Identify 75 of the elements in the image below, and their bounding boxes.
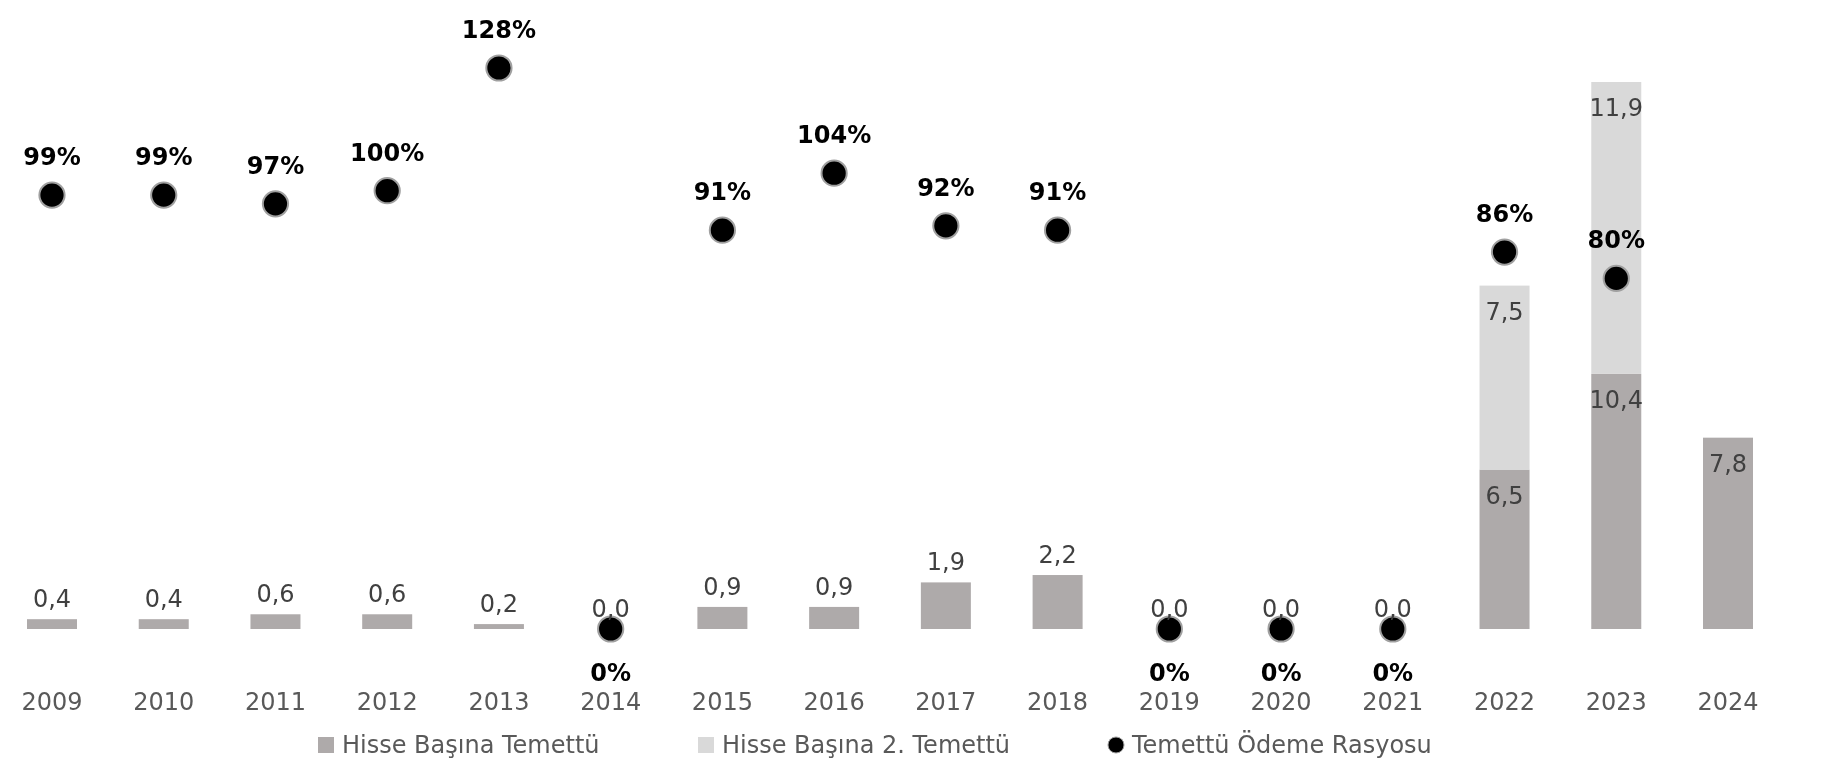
data-label: 80% xyxy=(1587,226,1645,255)
x-tick-label: 2010 xyxy=(133,688,195,716)
x-tick-label: 2020 xyxy=(1250,688,1312,716)
x-tick-label: 2013 xyxy=(468,688,530,716)
data-label: 128% xyxy=(461,16,537,44)
bar xyxy=(138,619,189,629)
data-label: 104% xyxy=(797,121,872,150)
data-label: 0,6 xyxy=(368,580,407,609)
legend-label: Temettü Ödeme Rasyosu xyxy=(1131,730,1432,759)
bar xyxy=(473,624,524,629)
data-label: 86% xyxy=(1475,200,1534,229)
legend-label: Hisse Başına 2. Temettü xyxy=(722,731,1011,759)
x-tick-label: 2024 xyxy=(1697,688,1759,716)
point xyxy=(485,54,513,82)
data-label: 0,0 xyxy=(1150,595,1189,623)
x-tick-label: 2018 xyxy=(1027,688,1089,716)
x-tick-label: 2015 xyxy=(691,688,753,716)
data-label: 0% xyxy=(1148,659,1190,687)
point xyxy=(932,212,960,240)
data-label: 0,0 xyxy=(1261,595,1301,623)
x-tick-label: 2021 xyxy=(1362,688,1424,716)
bar xyxy=(27,619,77,629)
data-label: 11,9 xyxy=(1589,94,1643,122)
x-tick-label: 2011 xyxy=(244,688,307,716)
x-tick-label: 2009 xyxy=(21,688,83,716)
data-label: 0% xyxy=(1372,659,1414,687)
point xyxy=(820,159,848,187)
x-tick-label: 2017 xyxy=(915,688,977,716)
data-label: 0% xyxy=(590,659,632,687)
data-label: 7,5 xyxy=(1485,297,1524,326)
point xyxy=(1490,238,1519,266)
point xyxy=(261,190,290,218)
data-label: 7,8 xyxy=(1708,449,1748,478)
x-tick-label: 2022 xyxy=(1473,688,1536,716)
x-tick-label: 2019 xyxy=(1138,688,1200,716)
data-label: 100% xyxy=(350,138,425,167)
x-tick-label: 2016 xyxy=(803,688,865,716)
bar xyxy=(697,606,748,629)
bar xyxy=(1479,285,1530,470)
point xyxy=(150,181,178,209)
data-label: 2,2 xyxy=(1038,541,1077,570)
bar xyxy=(920,582,971,629)
data-label: 0,2 xyxy=(479,590,519,619)
point xyxy=(1043,216,1072,244)
bar xyxy=(250,614,301,629)
data-label: 0,9 xyxy=(703,572,742,601)
data-label: 0,9 xyxy=(815,572,854,601)
point xyxy=(1602,264,1630,292)
point xyxy=(373,177,401,205)
data-label: 6,5 xyxy=(1485,481,1524,510)
bar xyxy=(809,606,860,629)
bar xyxy=(1591,373,1642,629)
data-label: 92% xyxy=(917,173,975,202)
data-label: 97% xyxy=(246,151,305,180)
point xyxy=(38,181,66,209)
data-label: 1,9 xyxy=(926,548,965,577)
data-label: 99% xyxy=(23,143,81,172)
x-tick-label: 2014 xyxy=(580,688,642,716)
bar xyxy=(1703,437,1753,629)
x-tick-label: 2023 xyxy=(1585,688,1647,716)
data-label: 99% xyxy=(135,143,193,172)
data-label: 0,0 xyxy=(591,595,630,623)
data-label: 0,0 xyxy=(1373,595,1412,623)
point xyxy=(708,216,737,244)
data-label: 0,6 xyxy=(256,580,295,609)
data-label: 0% xyxy=(1260,659,1302,687)
bar xyxy=(1479,469,1530,629)
data-label: 0,4 xyxy=(32,585,72,614)
legend-label: Hisse Başına Temettü xyxy=(342,731,600,759)
data-label: 0,4 xyxy=(144,585,183,614)
data-label: 91% xyxy=(1028,178,1087,207)
bar xyxy=(362,614,413,629)
bar xyxy=(1032,575,1083,629)
data-label: 91% xyxy=(693,178,752,207)
x-tick-label: 2012 xyxy=(356,688,418,716)
